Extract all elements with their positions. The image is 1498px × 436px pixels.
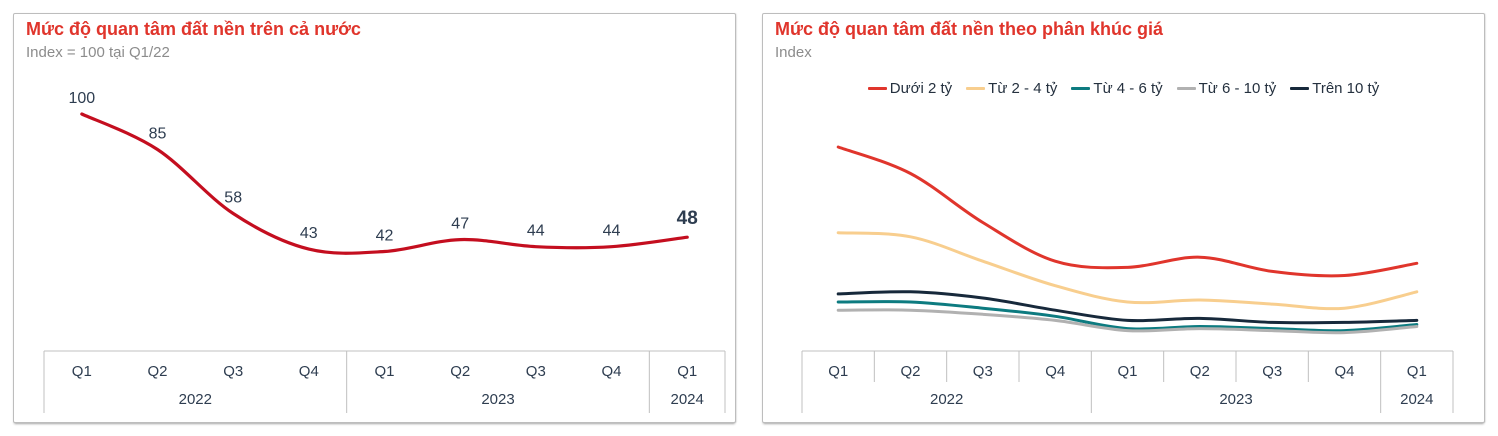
- legend-line-marker: [1290, 87, 1310, 90]
- legend-item-tu-2-4-ty: Từ 2 - 4 tỷ: [966, 80, 1057, 97]
- x-axis-quarter-label: Q1: [374, 363, 394, 380]
- x-axis-quarter-label: Q1: [72, 363, 92, 380]
- x-axis-quarter-label: Q3: [223, 363, 243, 380]
- data-label-q8: 44: [603, 223, 621, 240]
- x-axis-quarter-label: Q2: [147, 363, 167, 380]
- legend-line-marker: [1071, 87, 1091, 90]
- x-axis-quarter-label: Q3: [526, 363, 546, 380]
- x-axis-year-label: 2024: [1400, 391, 1433, 408]
- data-label-q2: 85: [149, 126, 167, 143]
- legend-label: Từ 4 - 6 tỷ: [1093, 80, 1163, 97]
- chart-title: Mức độ quan tâm đất nền trên cả nước: [26, 19, 361, 39]
- legend-item-tren-10-ty: Trên 10 tỷ: [1290, 80, 1379, 97]
- legend-item-duoi-2-ty: Dưới 2 tỷ: [867, 80, 953, 97]
- x-axis-quarter-label: Q2: [1190, 363, 1210, 380]
- data-label-q1: 100: [68, 90, 95, 107]
- x-axis-year-label: 2023: [1219, 391, 1252, 408]
- chart-subtitle: Index = 100 tại Q1/22: [26, 44, 170, 61]
- x-axis-quarter-label: Q3: [1262, 363, 1282, 380]
- x-axis-year-label: 2022: [930, 391, 963, 408]
- legend-item-tu-6-10-ty: Từ 6 - 10 tỷ: [1176, 80, 1277, 97]
- national-interest-line-chart: Q1 Q2 Q3 Q4 Q1 Q2 Q3 Q4 Q1 2022 2023 2024 100 85 58 43 4…: [43, 90, 726, 413]
- x-axis-quarter-label: Q1: [1117, 363, 1137, 380]
- x-axis-quarter-label: Q1: [828, 363, 848, 380]
- x-axis-year-label: 2023: [481, 391, 514, 408]
- legend-line-marker: [1176, 87, 1196, 90]
- data-label-q3: 58: [224, 190, 242, 207]
- x-axis-quarter-label: Q4: [299, 363, 319, 380]
- x-axis: Q1 Q2 Q3 Q4 Q1 Q2 Q3 Q4 Q1 2022 2023 2024: [801, 350, 1454, 413]
- x-axis-quarter-label: Q1: [677, 363, 697, 380]
- legend-label: Từ 6 - 10 tỷ: [1198, 80, 1277, 97]
- x-axis-quarter-label: Q4: [1045, 363, 1065, 380]
- series-line-ca-nuoc: [80, 112, 689, 255]
- series-line-tu-2-4-ty: [836, 231, 1419, 311]
- panel-national-interest: Mức độ quan tâm đất nền trên cả nước Ind…: [13, 13, 736, 423]
- series-line-tu-4-6-ty: [836, 300, 1419, 333]
- legend-label: Từ 2 - 4 tỷ: [988, 80, 1058, 97]
- legend-label: Trên 10 tỷ: [1312, 80, 1380, 97]
- series-line-duoi-2-ty: [836, 145, 1419, 278]
- series-line-tu-6-10-ty: [836, 308, 1419, 335]
- x-axis-quarter-label: Q2: [450, 363, 470, 380]
- legend-item-tu-4-6-ty: Từ 4 - 6 tỷ: [1071, 80, 1163, 97]
- data-label-q4: 43: [300, 225, 318, 242]
- x-axis-quarter-label: Q4: [1334, 363, 1354, 380]
- x-axis: Q1 Q2 Q3 Q4 Q1 Q2 Q3 Q4 Q1 2022 2023 2024: [43, 350, 726, 413]
- legend-line-marker: [867, 87, 887, 90]
- series-line-tren-10-ty: [836, 290, 1419, 325]
- legend-line-marker: [966, 87, 986, 90]
- x-axis-year-label: 2024: [671, 391, 704, 408]
- x-axis-quarter-label: Q1: [1407, 363, 1427, 380]
- data-label-q7: 44: [527, 223, 545, 240]
- x-axis-year-label: 2022: [179, 391, 212, 408]
- chart-subtitle: Index: [775, 44, 812, 61]
- x-axis-quarter-label: Q3: [973, 363, 993, 380]
- x-axis-quarter-label: Q4: [601, 363, 621, 380]
- data-label-q5: 42: [376, 228, 394, 245]
- data-label-q9: 48: [677, 208, 698, 229]
- price-segment-line-chart: Q1 Q2 Q3 Q4 Q1 Q2 Q3 Q4 Q1 2022 2023 2024: [801, 145, 1454, 413]
- chart-legend: Dưới 2 tỷ Từ 2 - 4 tỷ Từ 4 - 6 tỷ Từ 6 - 10…: [763, 80, 1484, 97]
- panel-price-segment-interest: Mức độ quan tâm đất nền theo phân khúc g…: [762, 13, 1485, 423]
- chart-title: Mức độ quan tâm đất nền theo phân khúc g…: [775, 19, 1164, 39]
- data-label-q6: 47: [451, 216, 469, 233]
- legend-label: Dưới 2 tỷ: [889, 80, 953, 97]
- x-axis-quarter-label: Q2: [900, 363, 920, 380]
